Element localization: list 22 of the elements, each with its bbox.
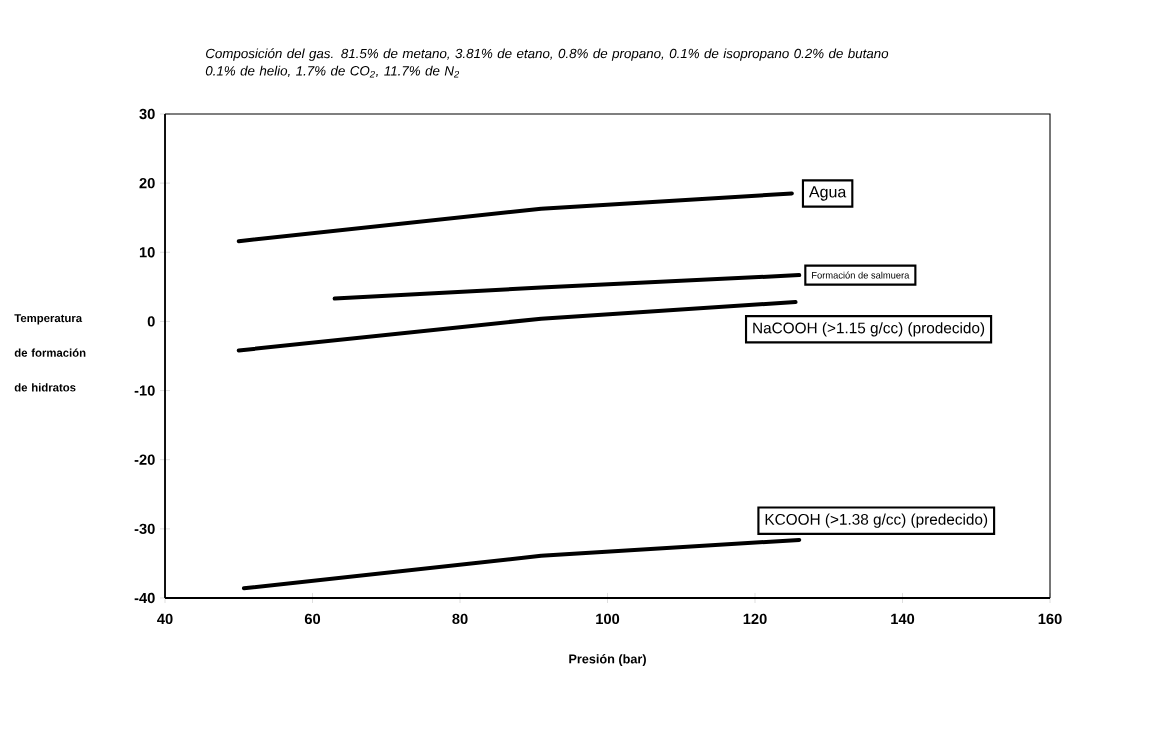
y-tick-label: -40 — [134, 592, 155, 604]
y-tick-label: 20 — [139, 177, 155, 189]
series-label: KCOOH (>1.38 g/cc) (predecido) — [765, 513, 988, 528]
series-label: Agua — [808, 186, 847, 201]
y-tick-label: 30 — [139, 108, 155, 120]
x-axis-title: Presión (bar) — [569, 654, 646, 666]
x-tick-label: 100 — [596, 613, 620, 625]
x-tick-label: 120 — [743, 613, 767, 625]
y-tick-label: 0 — [147, 316, 155, 327]
series-label: NaCOOH (>1.15 g/cc) (prodecido) — [753, 322, 985, 337]
series-label: Formación de salmuera — [812, 271, 910, 279]
chart-title: Composición del gas. 81.5% de metano, 3.81% de etano, 0.8% de propano, 0.1% de isopropano 0.2% de butano 0.1% de helio, 1.7% de CO$_{2}$, 11.7% de N$_{2}$ — [205, 48, 889, 78]
text: Temperatura de formación de hidratos — [14, 314, 86, 392]
y-tick-label: -30 — [134, 523, 155, 535]
x-tick-label: 140 — [891, 613, 915, 625]
x-tick-label: 80 — [452, 613, 468, 625]
y-tick-label: -20 — [134, 454, 155, 465]
x-tick-label: 40 — [157, 613, 173, 625]
y-tick-label: -10 — [134, 385, 155, 396]
x-tick-label: 60 — [304, 613, 321, 625]
x-tick-label: 160 — [1038, 613, 1062, 625]
y-tick-label: 10 — [139, 247, 155, 258]
